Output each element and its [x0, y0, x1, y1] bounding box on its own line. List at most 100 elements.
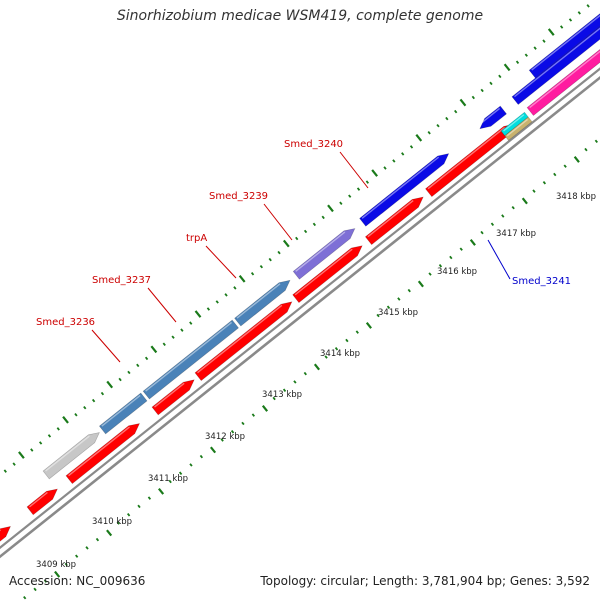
- scale-tick: [33, 587, 37, 592]
- scale-tick: [64, 562, 68, 567]
- scale-tick: [584, 147, 588, 152]
- outer-tick: [189, 321, 193, 325]
- gene-label-smed_3239: Smed_3239: [209, 191, 268, 202]
- scale-tick: [334, 347, 339, 351]
- outer-tick: [233, 286, 237, 290]
- scale-tick: [261, 404, 269, 412]
- feature-inner-1: [0, 525, 12, 542]
- feature-inner-11: [526, 49, 600, 116]
- outer-tick: [454, 109, 458, 114]
- scale-label-3414: 3414 kbp: [320, 349, 360, 359]
- scale-tick: [480, 230, 484, 235]
- scale-tick: [594, 139, 598, 144]
- outer-tick: [282, 239, 290, 248]
- scale-tick: [397, 297, 401, 301]
- gene-label-smed_3236: Smed_3236: [36, 317, 95, 328]
- feature-outer-9-highlight: [514, 27, 600, 98]
- feature-inner-6: [292, 245, 363, 304]
- feature-inner-4: [151, 379, 195, 416]
- outer-tick: [577, 11, 581, 15]
- outer-tick: [542, 39, 546, 43]
- outer-tick: [515, 60, 520, 64]
- outer-tick: [47, 434, 52, 438]
- feature-outer-6-highlight: [295, 231, 346, 272]
- scale-tick: [407, 288, 411, 293]
- outer-tick: [83, 405, 87, 410]
- outer-tick: [392, 159, 396, 163]
- label-leader-lines: [91, 151, 511, 363]
- scale-tick: [573, 156, 580, 163]
- outer-tick: [30, 448, 34, 452]
- backbone-band-1: [0, 75, 600, 559]
- scale-tick: [137, 504, 141, 509]
- feature-inner-6-highlight: [294, 248, 353, 296]
- outer-tick: [533, 46, 537, 50]
- outer-tick: [348, 194, 352, 198]
- outer-tick: [586, 4, 590, 8]
- outer-tick: [365, 180, 370, 184]
- feature-outer-8: [479, 105, 507, 130]
- scale-tick: [428, 272, 432, 276]
- outer-tick: [91, 398, 96, 403]
- leader-smed_3237: [147, 287, 177, 323]
- outer-tick: [321, 215, 325, 220]
- map-title: Sinorhizobium medicae WSM419, complete g…: [116, 8, 484, 24]
- scale-tick: [199, 454, 204, 459]
- feature-inner-2: [26, 488, 58, 516]
- scale-tick: [209, 446, 217, 454]
- scale-tick: [449, 255, 453, 260]
- feature-outer-6: [292, 228, 356, 280]
- leader-smed_3239: [263, 203, 293, 241]
- scale-tick: [324, 355, 328, 359]
- scale-tick: [178, 471, 183, 475]
- genome-backbone: [0, 67, 600, 559]
- feature-outer-7-highlight: [361, 156, 440, 219]
- outer-tick: [162, 342, 166, 346]
- gene-label-trpa: trpA: [186, 233, 207, 244]
- leader-smed_3236: [91, 329, 121, 363]
- feature-outer-8-highlight: [478, 107, 501, 126]
- outer-tick: [171, 335, 175, 339]
- outer-tick: [383, 166, 387, 170]
- scale-tick: [376, 313, 380, 318]
- feature-outer-7: [359, 153, 450, 227]
- outer-tick: [56, 427, 60, 431]
- feature-inner-5-highlight: [197, 304, 283, 374]
- feature-inner-3: [65, 423, 141, 485]
- scale-tick: [386, 305, 391, 309]
- feature-inner-5: [194, 301, 293, 382]
- gene-labels: Smed_3236 Smed_3237 trpA Smed_3239 Smed_3240…: [36, 139, 571, 328]
- outer-tick: [356, 187, 361, 191]
- scale-labels: 3409 kbp 3410 kbp 3411 kbp 3412 kbp 3413 kbp…: [36, 192, 596, 570]
- outer-tick: [38, 441, 43, 445]
- scale-label-3412: 3412 kbp: [205, 432, 245, 442]
- outer-tick: [436, 123, 440, 128]
- feature-inner-7-highlight: [367, 199, 414, 238]
- feature-outer-2: [42, 432, 100, 480]
- feature-inner-9-highlight: [503, 114, 525, 132]
- outer-tick: [180, 328, 184, 332]
- outer-tick: [568, 18, 573, 22]
- scale-tick: [355, 330, 359, 334]
- scale-tick: [553, 172, 557, 177]
- outer-tick: [106, 380, 114, 389]
- scale-tick: [282, 388, 287, 392]
- outer-tick: [250, 272, 255, 276]
- gene-features: [0, 13, 600, 542]
- outer-tick: [238, 275, 246, 283]
- scale-tick: [54, 570, 61, 578]
- scale-tick: [511, 205, 515, 210]
- gene-label-smed_3241: Smed_3241: [512, 276, 571, 287]
- outer-tick: [339, 201, 343, 205]
- scale-tick: [417, 280, 424, 288]
- scale-tick: [220, 438, 224, 442]
- outer-tick: [503, 63, 511, 72]
- outer-tick: [471, 95, 475, 100]
- scale-tick: [85, 546, 89, 550]
- feature-outer-3: [98, 392, 148, 435]
- feature-inner-8-highlight: [427, 126, 506, 190]
- outer-tick: [498, 74, 502, 79]
- scale-tick: [501, 214, 505, 218]
- scale-tick: [147, 496, 152, 500]
- scale-label-3410: 3410 kbp: [92, 517, 132, 527]
